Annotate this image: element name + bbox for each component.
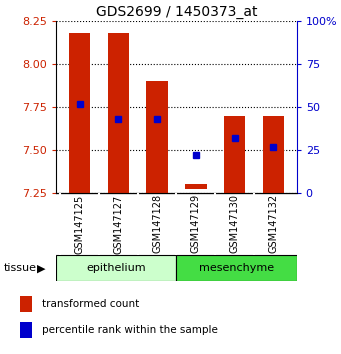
Text: GSM147132: GSM147132: [268, 194, 278, 253]
Text: tissue: tissue: [3, 263, 36, 273]
Text: GSM147130: GSM147130: [229, 194, 240, 253]
Text: epithelium: epithelium: [87, 263, 146, 273]
Text: ▶: ▶: [37, 263, 45, 273]
Bar: [263, 116, 284, 193]
Bar: [108, 33, 129, 193]
Title: GDS2699 / 1450373_at: GDS2699 / 1450373_at: [96, 5, 257, 19]
Bar: [69, 33, 90, 193]
Text: GSM147127: GSM147127: [113, 194, 123, 253]
Text: GSM147129: GSM147129: [191, 194, 201, 253]
Bar: [224, 116, 245, 193]
Bar: [185, 184, 207, 189]
Bar: [56, 255, 177, 281]
Bar: [177, 255, 297, 281]
Text: percentile rank within the sample: percentile rank within the sample: [42, 325, 218, 336]
Text: transformed count: transformed count: [42, 299, 139, 309]
Text: mesenchyme: mesenchyme: [199, 263, 274, 273]
Bar: [146, 81, 168, 193]
Bar: [20, 322, 32, 338]
Text: GSM147125: GSM147125: [75, 194, 85, 253]
Text: GSM147128: GSM147128: [152, 194, 162, 253]
Bar: [20, 296, 32, 312]
